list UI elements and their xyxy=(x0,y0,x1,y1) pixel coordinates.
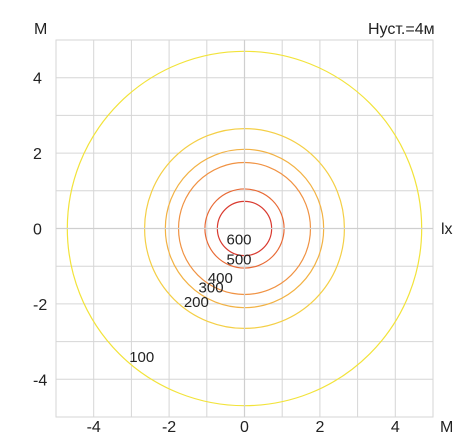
contour-label-300: 300 xyxy=(199,279,224,296)
y-tick-label: 0 xyxy=(33,222,42,239)
x-tick-label: 0 xyxy=(240,419,249,436)
x-tick-label: 2 xyxy=(315,419,324,436)
x-tick-label: 4 xyxy=(391,419,400,436)
x-tick-label: -2 xyxy=(162,419,176,436)
contour-label-200: 200 xyxy=(184,294,209,311)
x-tick-label: -4 xyxy=(87,419,101,436)
y-tick-label: -2 xyxy=(33,297,47,314)
chart-annotation: Hуст.=4м xyxy=(368,21,435,38)
y-tick-label: 4 xyxy=(33,71,42,88)
contour-label-100: 100 xyxy=(129,349,154,366)
y-unit-label: М xyxy=(34,21,47,38)
contour-label-600: 600 xyxy=(227,232,252,249)
contour-label-500: 500 xyxy=(227,251,252,268)
x-unit-label: М xyxy=(440,419,453,436)
axes xyxy=(56,40,433,417)
y-tick-label: -4 xyxy=(33,372,47,389)
contour-label-400: 400 xyxy=(208,270,233,287)
y-tick-label: 2 xyxy=(33,146,42,163)
value-unit-label: lx xyxy=(441,221,453,238)
